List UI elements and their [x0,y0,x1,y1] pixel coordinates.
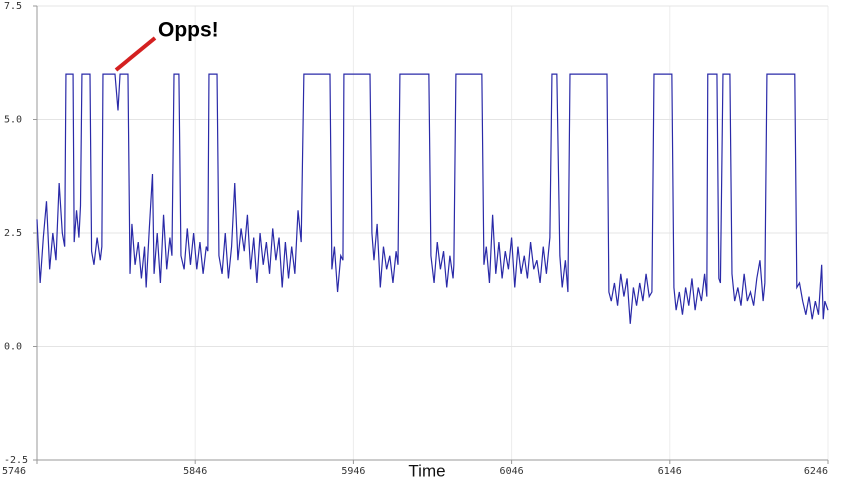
data-line [36,73,829,324]
annotation: Opps! [158,19,219,42]
x-tick-label: 5846 [183,466,207,477]
y-tick-label: 5.0 [4,115,22,126]
y-tick-label: 2.5 [4,228,22,239]
x-tick-label: 6046 [500,466,524,477]
y-tick-label: 7.5 [4,1,22,12]
x-tick-label: 5946 [341,466,365,477]
y-tick-label: -2.5 [4,455,28,466]
annotation-arrow [114,36,157,72]
x-tick-label: 6146 [658,466,682,477]
y-tick-label: 0.0 [4,342,22,353]
x-tick-label: 5746 [2,466,26,477]
x-tick-label: 6246 [804,466,828,477]
x-axis-label: Time [408,461,445,480]
